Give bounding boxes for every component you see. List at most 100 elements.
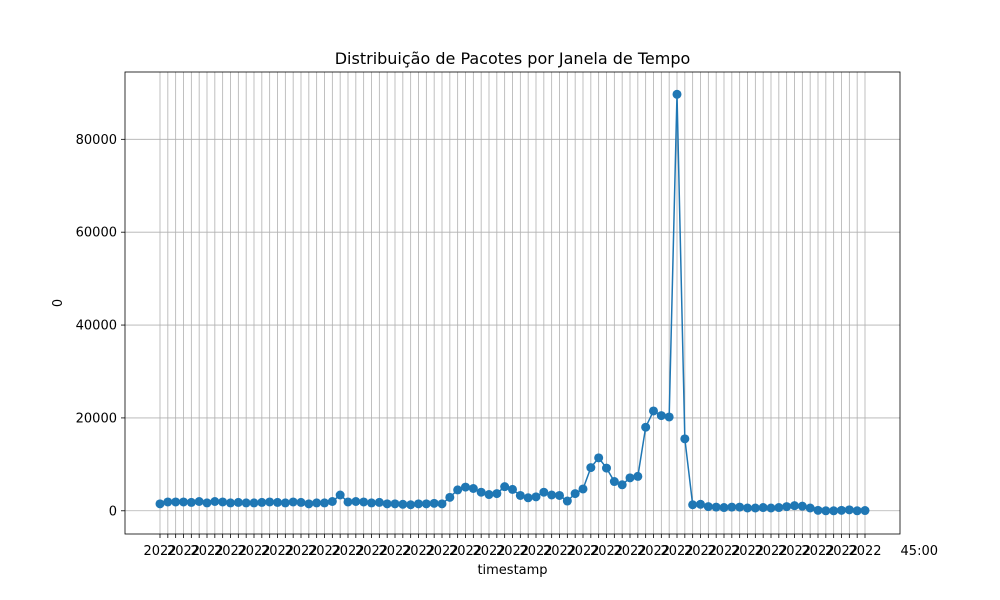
data-point	[656, 411, 666, 421]
chart-title: Distribuição de Pacotes por Janela de Te…	[335, 49, 691, 68]
data-point	[562, 496, 572, 506]
data-point	[226, 498, 235, 508]
y-tick-label: 60000	[76, 226, 117, 241]
data-point	[382, 499, 392, 509]
data-point	[860, 506, 870, 516]
data-point	[782, 502, 792, 512]
data-point	[727, 502, 737, 512]
data-point	[523, 493, 533, 503]
data-point	[210, 496, 220, 506]
data-point	[586, 463, 596, 473]
data-point	[719, 503, 729, 513]
data-point	[257, 497, 267, 507]
data-point	[374, 497, 384, 507]
x-tick-label: 2022	[731, 544, 764, 559]
data-point	[492, 489, 502, 499]
x-tick-label: 2022	[284, 544, 317, 559]
data-point	[398, 499, 408, 509]
data-point	[813, 505, 823, 515]
data-point	[421, 499, 431, 509]
data-point	[797, 501, 807, 511]
x-tick-label: 2022	[613, 544, 646, 559]
x-tick-label: 2022	[143, 544, 176, 559]
data-point	[296, 497, 306, 507]
data-point	[437, 499, 447, 509]
data-point	[461, 482, 470, 492]
x-tick-label: 2022	[378, 544, 411, 559]
data-point	[327, 496, 337, 506]
data-point	[186, 497, 196, 507]
data-point	[821, 506, 831, 516]
data-point	[194, 496, 204, 506]
data-point	[155, 499, 165, 509]
x-tick-label: 2022	[472, 544, 505, 559]
data-point	[547, 490, 557, 500]
x-axis: 2022202220222022202220222022202220222022…	[143, 534, 938, 559]
data-point	[766, 503, 776, 513]
x-tick-label: 2022	[754, 544, 787, 559]
data-point	[218, 497, 228, 507]
x-tick-label: 2022	[684, 544, 717, 559]
data-point	[202, 498, 212, 508]
data-point	[343, 497, 353, 507]
x-axis-label: timestamp	[477, 563, 547, 578]
data-point	[649, 406, 658, 416]
x-tick-label: 2022	[237, 544, 270, 559]
data-point	[555, 490, 564, 500]
data-point	[672, 89, 682, 99]
y-tick-label: 20000	[76, 411, 117, 426]
data-point	[570, 489, 580, 499]
data-point	[304, 499, 314, 509]
data-point	[837, 505, 846, 515]
data-point	[508, 484, 517, 494]
x-tick-label: 2022	[825, 544, 858, 559]
data-point	[163, 497, 173, 507]
data-point	[664, 412, 674, 422]
data-point	[476, 487, 486, 497]
data-point	[688, 500, 698, 510]
data-point	[390, 499, 400, 509]
data-point	[500, 482, 510, 492]
x-tick-label: 2022	[519, 544, 552, 559]
data-point	[468, 483, 478, 493]
x-tick-label: 2022	[214, 544, 247, 559]
y-axis: 0 20000 40000 60000 80000	[76, 133, 125, 519]
x-tick-label: 2022	[449, 544, 482, 559]
data-point	[351, 496, 361, 506]
data-point	[750, 503, 760, 513]
data-point	[445, 492, 455, 502]
data-point	[758, 503, 768, 513]
data-point	[829, 506, 839, 516]
x-tick-label: 2022	[167, 544, 200, 559]
x-tick-label: 2022	[496, 544, 529, 559]
x-tick-label: 2022	[355, 544, 388, 559]
x-gridlines	[159, 72, 866, 534]
x-tick-label: 2022	[707, 544, 740, 559]
x-tick-label: 2022	[848, 544, 881, 559]
data-point	[406, 500, 416, 510]
data-point	[633, 471, 643, 481]
series-layer	[155, 89, 870, 516]
data-point	[273, 497, 282, 507]
data-point	[790, 501, 799, 511]
x-tick-label: 2022	[331, 544, 364, 559]
data-point	[515, 490, 525, 500]
data-point	[703, 502, 713, 512]
data-point	[844, 505, 854, 515]
y-tick-label: 0	[109, 504, 117, 519]
data-point	[617, 480, 627, 490]
data-point	[241, 498, 251, 508]
x-tick-label: 2022	[190, 544, 223, 559]
x-tick-label: 2022	[566, 544, 599, 559]
x-tick-label: 2022	[590, 544, 623, 559]
x-tick-label: 2022	[778, 544, 811, 559]
data-point	[743, 503, 752, 513]
data-point	[414, 499, 423, 509]
data-point	[578, 484, 588, 494]
x-tick-label: 2022	[801, 544, 834, 559]
data-point	[453, 485, 463, 495]
data-point	[625, 473, 635, 483]
data-point	[367, 498, 376, 508]
x-tick-label: 2022	[543, 544, 576, 559]
